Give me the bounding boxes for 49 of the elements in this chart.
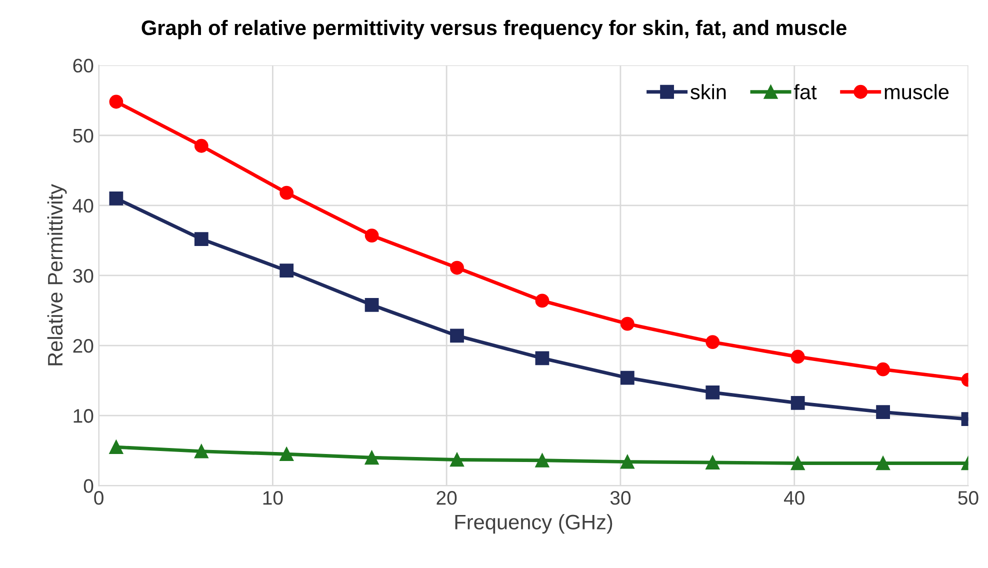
legend-label: muscle — [884, 84, 949, 100]
point — [535, 351, 550, 366]
point — [620, 370, 634, 385]
x-tick-label: 20 — [436, 491, 457, 505]
point — [364, 450, 379, 465]
x-tick-label: 40 — [784, 491, 804, 505]
point — [364, 298, 379, 312]
chart-title: Graph of relative permittivity versus frequency for skin, fat, and muscle — [142, 20, 846, 40]
point — [790, 456, 805, 470]
point — [280, 447, 294, 462]
y-tick-label: 60 — [73, 58, 94, 73]
point — [280, 264, 294, 278]
x-tick-label: 10 — [263, 491, 283, 505]
point — [706, 386, 720, 400]
point — [450, 260, 464, 275]
point — [194, 138, 208, 153]
point — [194, 444, 208, 458]
point — [364, 228, 379, 242]
y-tick-label: 0 — [84, 479, 94, 493]
point — [790, 396, 805, 410]
point — [109, 191, 124, 206]
point — [280, 186, 294, 200]
point — [876, 456, 890, 470]
y-tick-label: 30 — [73, 268, 94, 283]
y-axis-title: Relative Permittivity — [47, 184, 67, 366]
x-axis-title: Frequency (GHz) — [455, 514, 612, 534]
y-tick-label: 50 — [73, 128, 94, 143]
x-tick-label: 0 — [94, 491, 104, 505]
point — [109, 94, 124, 109]
point — [620, 454, 634, 469]
y-tick-label: 20 — [73, 339, 94, 353]
point — [109, 440, 124, 454]
point — [450, 452, 464, 467]
point — [450, 328, 464, 343]
legend-label: fat — [794, 84, 817, 100]
point — [876, 362, 890, 376]
point — [535, 294, 550, 308]
point — [876, 405, 890, 420]
point — [194, 232, 208, 246]
point — [706, 456, 720, 470]
point — [535, 453, 550, 468]
y-tick-label: 40 — [72, 198, 94, 213]
point — [790, 350, 805, 364]
x-tick-label: 30 — [610, 491, 631, 505]
legend-label: skin — [690, 84, 726, 100]
point — [706, 335, 720, 349]
point — [620, 316, 634, 331]
y-tick-label: 10 — [74, 409, 94, 423]
x-tick-label: 50 — [958, 491, 978, 505]
